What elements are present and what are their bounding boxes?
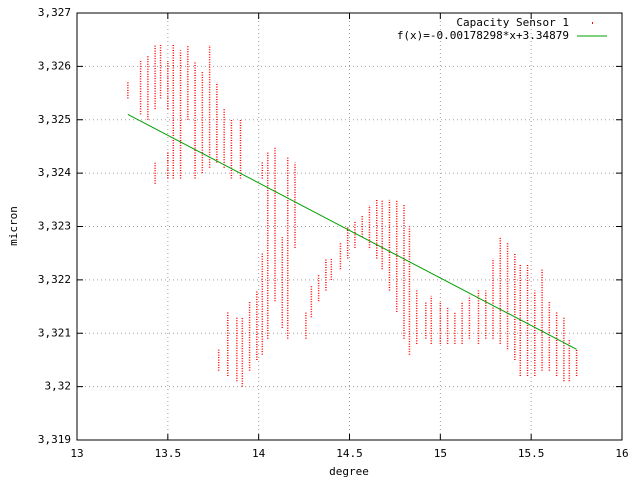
legend-label: f(x)=-0.00178298*x+3.34879 xyxy=(397,29,569,42)
y-tick-label: 3,322 xyxy=(38,273,71,286)
y-tick-label: 3,32 xyxy=(45,380,72,393)
y-tick-label: 3,325 xyxy=(38,113,71,126)
x-tick-label: 16 xyxy=(615,447,628,460)
y-axis-label: micron xyxy=(7,206,20,246)
fit-line xyxy=(127,113,577,350)
y-tick-label: 3,319 xyxy=(38,433,71,446)
y-tick-label: 3,326 xyxy=(38,59,71,72)
legend-label: Capacity Sensor 1 xyxy=(456,16,569,29)
x-tick-label: 14 xyxy=(252,447,266,460)
x-tick-label: 13 xyxy=(70,447,83,460)
legend-swatch xyxy=(592,22,593,24)
x-tick-label: 13.5 xyxy=(155,447,182,460)
x-tick-label: 15.5 xyxy=(518,447,545,460)
y-tick-label: 3,327 xyxy=(38,6,71,19)
y-tick-label: 3,324 xyxy=(38,166,71,179)
x-tick-label: 14.5 xyxy=(336,447,363,460)
x-axis-label: degree xyxy=(329,465,369,478)
y-tick-label: 3,323 xyxy=(38,220,71,233)
x-tick-label: 15 xyxy=(434,447,447,460)
y-tick-label: 3,321 xyxy=(38,326,71,339)
plot-border xyxy=(76,12,623,441)
